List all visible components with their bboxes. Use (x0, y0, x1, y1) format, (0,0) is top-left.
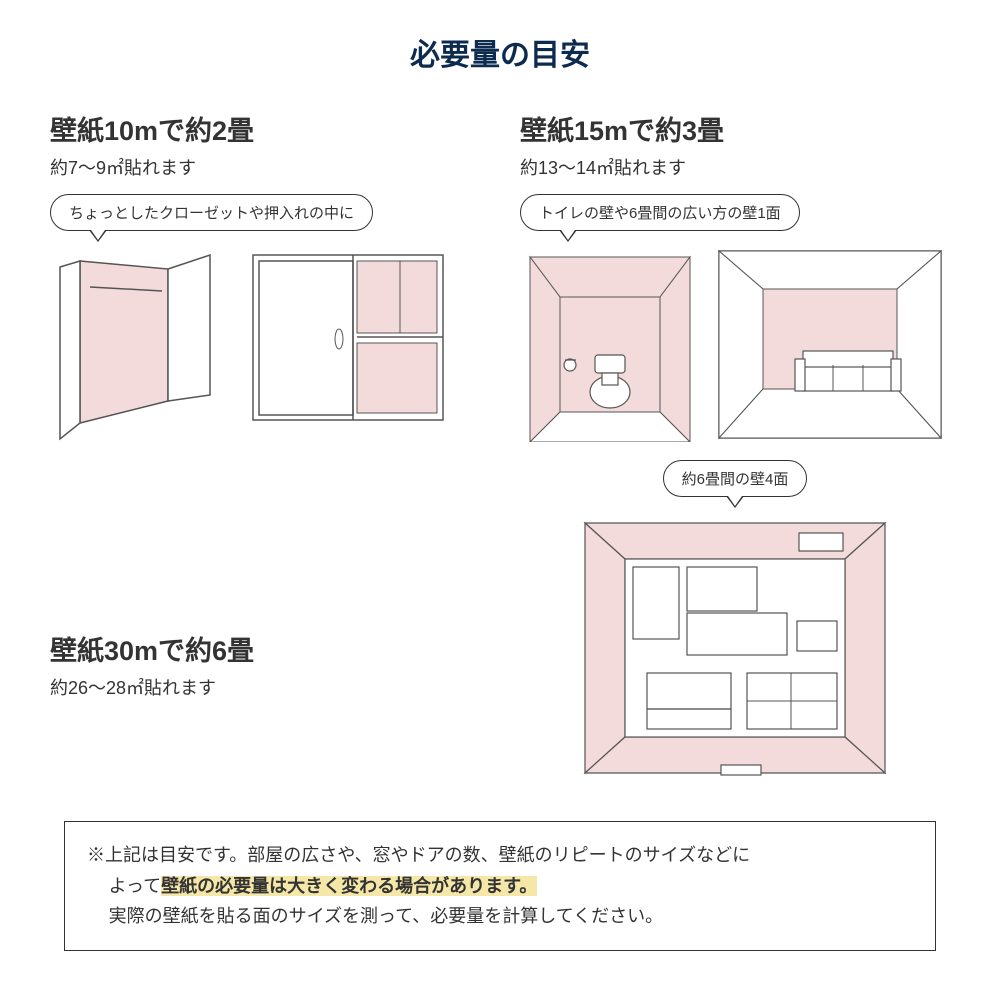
illustration-row (50, 247, 480, 442)
block-30m: 壁紙30mで約6畳 約26～28㎡貼れます (50, 460, 480, 783)
room-4walls-illustration (520, 513, 950, 783)
infographic-container: 必要量の目安 壁紙10mで約2畳 約7～9㎡貼れます ちょっとしたクローゼットや… (0, 0, 1000, 951)
block-subtitle: 約7～9㎡貼れます (50, 154, 480, 180)
note-line-3: 実際の壁紙を貼る面のサイズを測って、必要量を計算してください。 (87, 901, 913, 932)
block-title: 壁紙30mで約6畳 (50, 629, 480, 668)
speech-bubble: トイレの壁や6畳間の広い方の壁1面 (520, 194, 800, 231)
block-10m: 壁紙10mで約2畳 約7～9㎡貼れます ちょっとしたクローゼットや押入れの中に (50, 109, 480, 442)
speech-bubble: ちょっとしたクローゼットや押入れの中に (50, 194, 373, 231)
illustration-row (520, 247, 950, 442)
closet-illustration (50, 247, 230, 442)
block-subtitle: 約26～28㎡貼れます (50, 674, 480, 700)
room-1wall-illustration (715, 247, 945, 442)
main-title: 必要量の目安 (50, 30, 950, 74)
note-box: ※上記は目安です。部屋の広さや、窓やドアの数、壁紙のリピートのサイズなどに よっ… (64, 821, 936, 951)
note-highlight: 壁紙の必要量は大きく変わる場合があります。 (161, 876, 537, 896)
note-line-2: よって壁紙の必要量は大きく変わる場合があります。 (87, 871, 913, 902)
oshiire-illustration (245, 247, 450, 432)
note-line-1: ※上記は目安です。部屋の広さや、窓やドアの数、壁紙のリピートのサイズなどに (87, 840, 913, 871)
bubble-wrapper: 約6畳間の壁4面 (520, 460, 950, 513)
block-title: 壁紙10mで約2畳 (50, 109, 480, 148)
note-line2-pre: よって (109, 876, 162, 896)
block-subtitle: 約13～14㎡貼れます (520, 154, 950, 180)
block-6jo-4walls: 約6畳間の壁4面 (520, 460, 950, 783)
block-15m: 壁紙15mで約3畳 約13～14㎡貼れます トイレの壁や6畳間の広い方の壁1面 (520, 109, 950, 442)
toilet-illustration (520, 247, 700, 442)
content-grid: 壁紙10mで約2畳 約7～9㎡貼れます ちょっとしたクローゼットや押入れの中に (50, 109, 950, 791)
speech-bubble: 約6畳間の壁4面 (663, 460, 808, 497)
block-title: 壁紙15mで約3畳 (520, 109, 950, 148)
